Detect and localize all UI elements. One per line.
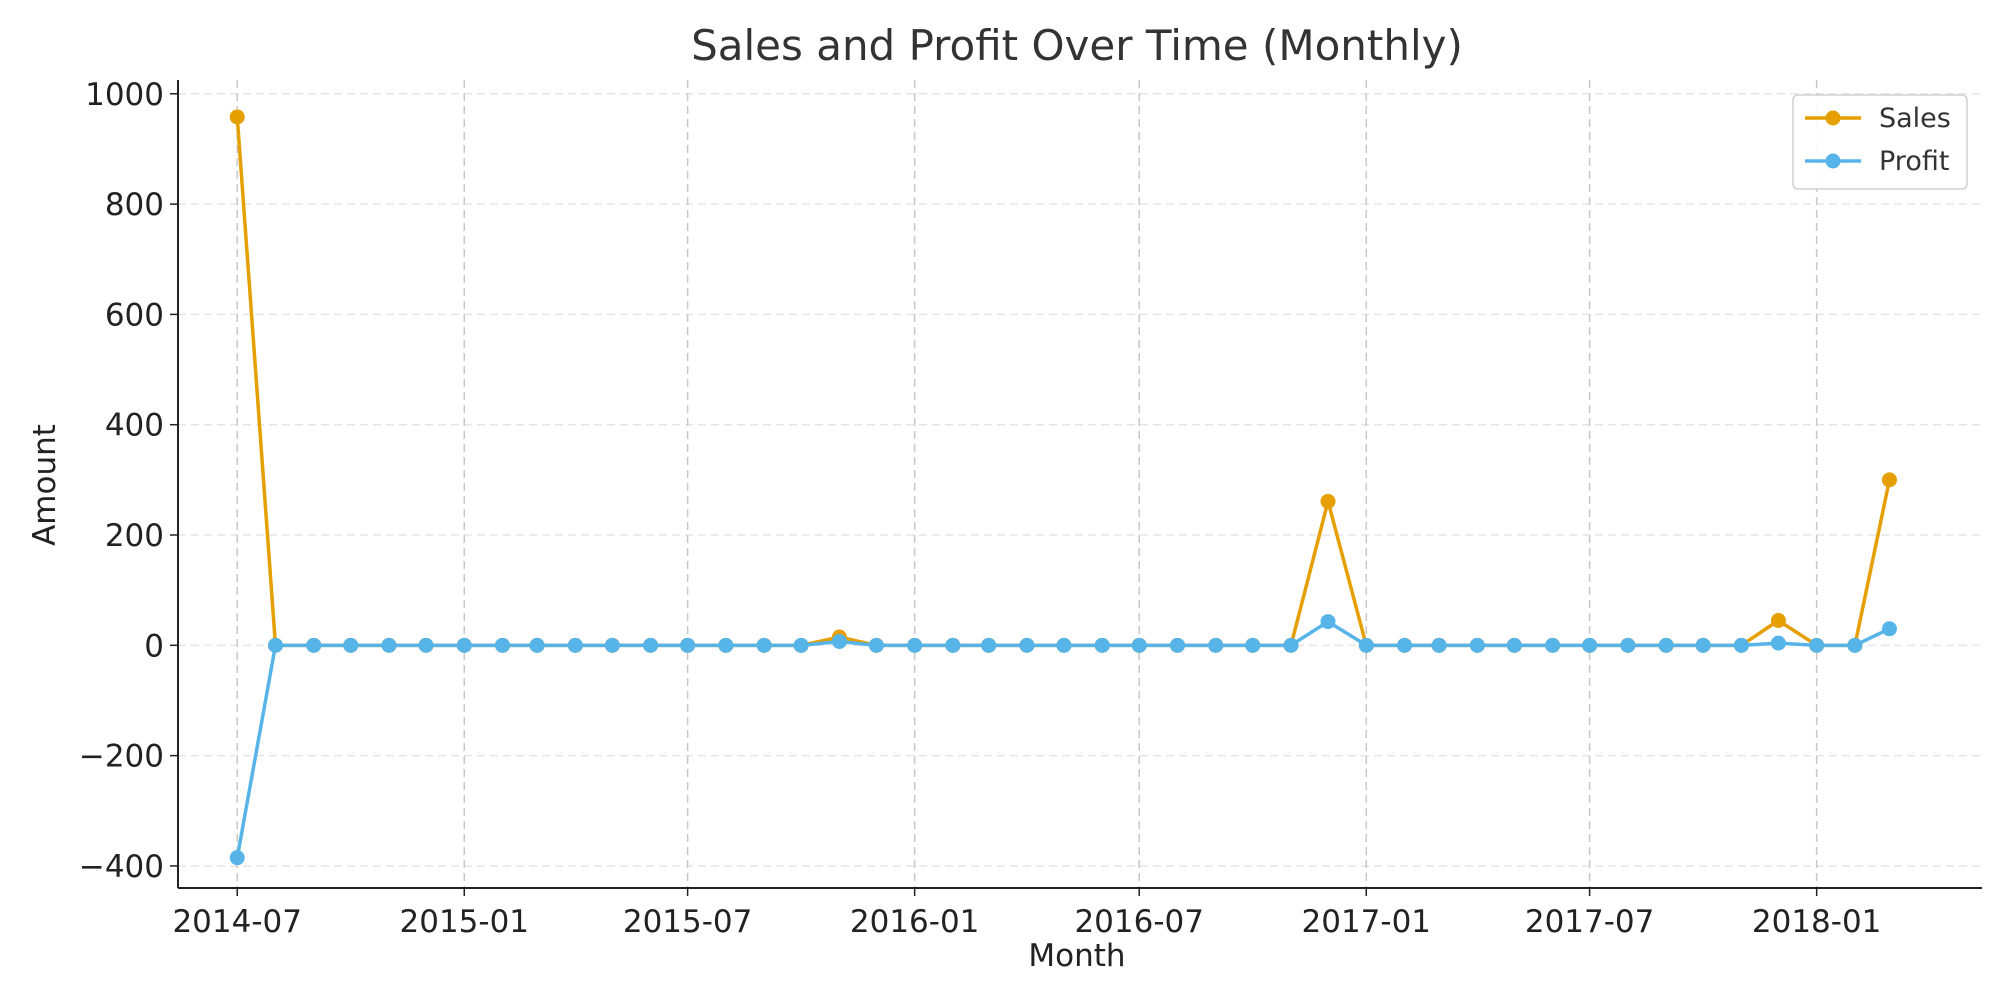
profit-line bbox=[235, 619, 1891, 858]
y-tick-label: −200 bbox=[79, 739, 164, 775]
profit-point bbox=[529, 637, 545, 653]
y-tick-label: 1000 bbox=[85, 77, 164, 113]
profit-point bbox=[604, 637, 620, 653]
profit-point bbox=[1809, 637, 1825, 653]
profit-point bbox=[756, 637, 772, 653]
x-tick-label: 2017-07 bbox=[1525, 904, 1655, 940]
x-tick-label: 2017-01 bbox=[1302, 904, 1432, 940]
profit-point bbox=[981, 637, 997, 653]
profit-point bbox=[1733, 637, 1749, 653]
profit-point bbox=[1131, 637, 1147, 653]
profit-point bbox=[1506, 637, 1522, 653]
profit-point bbox=[1469, 637, 1485, 653]
series bbox=[229, 109, 1897, 866]
profit-point bbox=[1056, 637, 1072, 653]
profit-point bbox=[1283, 637, 1299, 653]
profit-point bbox=[1358, 637, 1374, 653]
legend-profit-label: Profit bbox=[1879, 146, 1949, 177]
profit-point bbox=[495, 637, 511, 653]
profit-point bbox=[1545, 637, 1561, 653]
legend-sales-marker bbox=[1825, 110, 1841, 126]
profit-point bbox=[229, 850, 245, 866]
y-axis-label: Amount bbox=[27, 424, 63, 546]
profit-point bbox=[907, 637, 923, 653]
profit-point bbox=[267, 637, 283, 653]
profit-point bbox=[343, 637, 359, 653]
profit-point bbox=[831, 633, 847, 649]
profit-point bbox=[1094, 637, 1110, 653]
y-tick-label: −400 bbox=[79, 849, 164, 885]
profit-point bbox=[1770, 635, 1786, 651]
legend-profit-marker bbox=[1825, 153, 1841, 169]
profit-point bbox=[1658, 637, 1674, 653]
profit-point bbox=[793, 637, 809, 653]
x-axis-label: Month bbox=[1028, 938, 1125, 974]
profit-point bbox=[1695, 637, 1711, 653]
profit-point bbox=[418, 637, 434, 653]
x-tick-label: 2015-07 bbox=[623, 904, 753, 940]
sales-line bbox=[235, 116, 1892, 648]
profit-point bbox=[306, 637, 322, 653]
y-tick-label: 400 bbox=[105, 408, 164, 444]
profit-point bbox=[643, 637, 659, 653]
axes: −400 −200 0 200 400 600 800 1000 2014-07 2015-01 2… bbox=[79, 77, 1982, 940]
profit-point bbox=[718, 637, 734, 653]
profit-point bbox=[1847, 637, 1863, 653]
profit-point bbox=[1208, 637, 1224, 653]
profit-point bbox=[456, 637, 472, 653]
profit-point bbox=[1582, 637, 1598, 653]
legend-sales-label: Sales bbox=[1879, 103, 1951, 134]
profit-point bbox=[381, 637, 397, 653]
profit-point bbox=[1881, 621, 1897, 637]
x-tick-label: 2016-07 bbox=[1074, 904, 1204, 940]
profit-point bbox=[1320, 614, 1336, 630]
profit-point bbox=[567, 637, 583, 653]
y-tick-label: 200 bbox=[105, 518, 164, 554]
sales-point bbox=[229, 109, 245, 125]
x-tick-label: 2015-01 bbox=[400, 904, 530, 940]
profit-point bbox=[868, 637, 884, 653]
x-tick-label: 2014-07 bbox=[172, 904, 302, 940]
chart-title: Sales and Profit Over Time (Monthly) bbox=[691, 21, 1463, 70]
y-tick-label: 800 bbox=[105, 187, 164, 223]
profit-point bbox=[680, 637, 696, 653]
y-tick-label: 600 bbox=[105, 297, 164, 333]
sales-point bbox=[1881, 472, 1897, 488]
sales-point bbox=[1320, 493, 1336, 509]
profit-point bbox=[1169, 637, 1185, 653]
x-tick-label: 2018-01 bbox=[1752, 904, 1882, 940]
sales-point bbox=[1770, 613, 1786, 629]
x-tick-label: 2016-01 bbox=[850, 904, 980, 940]
y-tick-label: 0 bbox=[144, 628, 164, 664]
profit-point bbox=[1019, 637, 1035, 653]
profit-point bbox=[1397, 637, 1413, 653]
profit-point bbox=[1620, 637, 1636, 653]
grid bbox=[178, 80, 1982, 888]
profit-point bbox=[945, 637, 961, 653]
legend: Sales Profit bbox=[1792, 94, 1968, 190]
profit-point bbox=[1245, 637, 1261, 653]
profit-point bbox=[1431, 637, 1447, 653]
